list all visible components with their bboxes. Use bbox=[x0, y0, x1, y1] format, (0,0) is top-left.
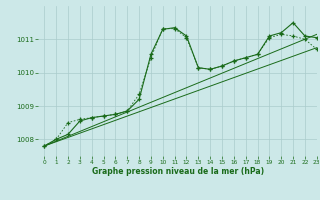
X-axis label: Graphe pression niveau de la mer (hPa): Graphe pression niveau de la mer (hPa) bbox=[92, 167, 264, 176]
